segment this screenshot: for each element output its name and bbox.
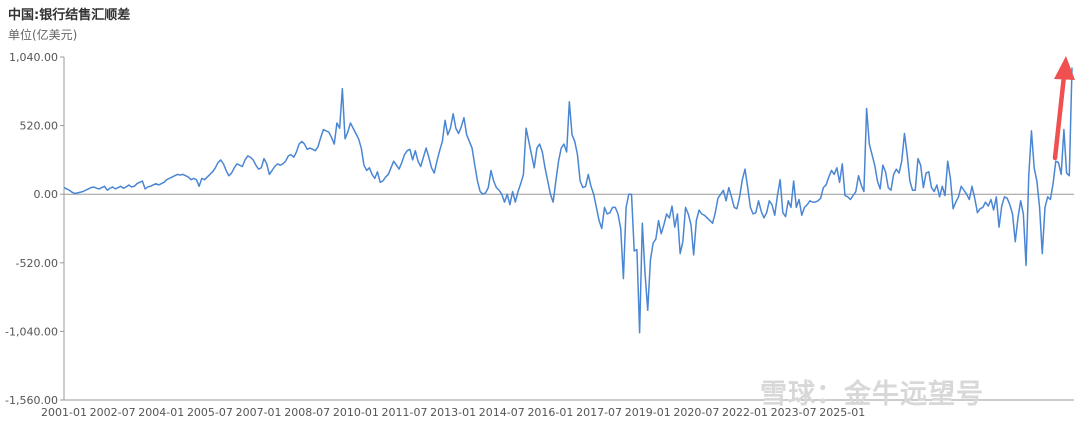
x-axis: 2001-01 2002-07 2004-01 2005-07 2007-01 2008-… xyxy=(41,406,865,419)
x-tick-label: 2002-07 xyxy=(90,406,136,419)
x-tick-label: 2022-01 xyxy=(722,406,768,419)
arrow-head xyxy=(1054,56,1075,80)
x-tick-label: 2008-07 xyxy=(284,406,330,419)
y-tick-label: -1,040.00 xyxy=(5,325,58,338)
series-line xyxy=(63,67,1073,334)
y-axis: 1,040.00 520.00 0.00 -520.00 -1,040.00 -1,560… xyxy=(5,51,64,407)
red-arrow-icon xyxy=(1052,56,1075,161)
unit-label: 单位(亿美元) xyxy=(8,28,78,42)
x-tick-label: 2004-01 xyxy=(138,406,184,419)
x-tick-label: 2020-07 xyxy=(673,406,719,419)
arrow-shaft xyxy=(1052,73,1067,161)
x-tick-label: 2007-01 xyxy=(236,406,282,419)
y-tick-label: 1,040.00 xyxy=(9,51,58,64)
watermark: 雪球：金牛远望号 xyxy=(760,379,984,410)
x-tick-label: 2011-07 xyxy=(382,406,428,419)
x-tick-label: 2023-07 xyxy=(771,406,817,419)
x-tick-label: 2016-01 xyxy=(527,406,573,419)
x-tick-label: 2010-01 xyxy=(333,406,379,419)
x-tick-label: 2001-01 xyxy=(41,406,87,419)
y-tick-label: -1,560.00 xyxy=(5,394,58,407)
x-tick-label: 2025-01 xyxy=(819,406,865,419)
x-tick-label: 2014-07 xyxy=(479,406,525,419)
y-tick-label: 0.00 xyxy=(34,188,59,201)
y-tick-label: 520.00 xyxy=(20,120,59,133)
x-tick-label: 2017-07 xyxy=(576,406,622,419)
x-tick-label: 2019-01 xyxy=(625,406,671,419)
x-tick-label: 2005-07 xyxy=(187,406,233,419)
y-tick-label: -520.00 xyxy=(16,257,58,270)
x-tick-label: 2013-01 xyxy=(430,406,476,419)
chart-title: 中国:银行结售汇顺差 xyxy=(8,8,131,23)
